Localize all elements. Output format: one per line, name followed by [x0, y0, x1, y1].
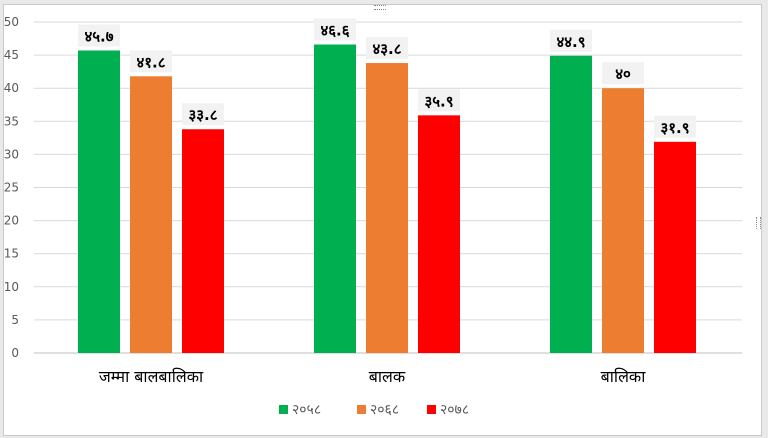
data-label: ४४.९	[556, 33, 585, 51]
bar	[130, 76, 172, 353]
data-label: ४०	[615, 65, 631, 83]
y-tick-label: 30	[4, 147, 19, 161]
y-tick-label: 35	[4, 114, 19, 128]
y-tick-label: 0	[11, 346, 19, 360]
bar	[366, 63, 408, 353]
data-label: ३५.९	[424, 92, 453, 110]
bar	[418, 115, 460, 353]
data-label-background	[130, 50, 172, 73]
data-label-background	[314, 18, 356, 41]
legend-swatch	[357, 405, 366, 414]
y-tick-label: 45	[4, 48, 19, 62]
resize-handle-right[interactable]	[756, 217, 761, 229]
bar	[654, 141, 696, 353]
legend-label: २०५८	[292, 402, 321, 418]
data-label-background	[182, 103, 224, 126]
legend-label: २०६८	[370, 402, 399, 418]
data-label-background	[418, 89, 460, 112]
y-tick-label: 40	[4, 81, 19, 95]
data-label-background	[602, 62, 644, 85]
bar	[550, 55, 592, 354]
legend-swatch	[279, 405, 288, 414]
bar	[182, 129, 224, 353]
bar	[602, 88, 644, 353]
data-label: ४५.७	[84, 27, 113, 45]
y-tick-label: 10	[4, 280, 19, 294]
data-label: ४३.८	[372, 40, 401, 58]
bar	[78, 50, 120, 353]
data-label: ३१.९	[660, 119, 689, 137]
y-tick-label: 50	[4, 15, 19, 29]
data-label: ४१.८	[136, 53, 165, 71]
y-tick-label: 5	[11, 313, 19, 327]
data-labels: ४५.७ ४१.८ ३३.८ ४६.६ ४३.८ ३५.९ ४४.९ ४० ३१.९	[78, 18, 696, 138]
data-label-background	[654, 115, 696, 138]
y-tick-label: 20	[4, 214, 19, 228]
bar	[314, 44, 356, 354]
legend-label: २०७८	[440, 402, 469, 418]
legend: २०५८ २०६८ २०७८	[279, 402, 469, 418]
x-category-label: जम्मा बालबालिका	[99, 367, 204, 386]
data-label-background	[78, 24, 120, 47]
y-tick-label: 25	[4, 181, 19, 195]
x-category-label: बालक	[369, 367, 406, 386]
data-label-background	[366, 37, 408, 60]
x-axis-categories: जम्मा बालबालिका बालक बालिका	[99, 367, 646, 386]
data-label: ३३.८	[188, 106, 217, 124]
data-label: ४६.६	[320, 22, 349, 40]
legend-swatch	[427, 405, 436, 414]
y-tick-label: 15	[4, 247, 19, 261]
resize-handle-top[interactable]	[374, 5, 386, 10]
bars	[78, 44, 696, 354]
y-axis-ticks: 0 5 10 15 20 25 30 35 40 45 50	[4, 15, 19, 360]
x-category-label: बालिका	[601, 367, 647, 386]
data-label-background	[550, 29, 592, 52]
